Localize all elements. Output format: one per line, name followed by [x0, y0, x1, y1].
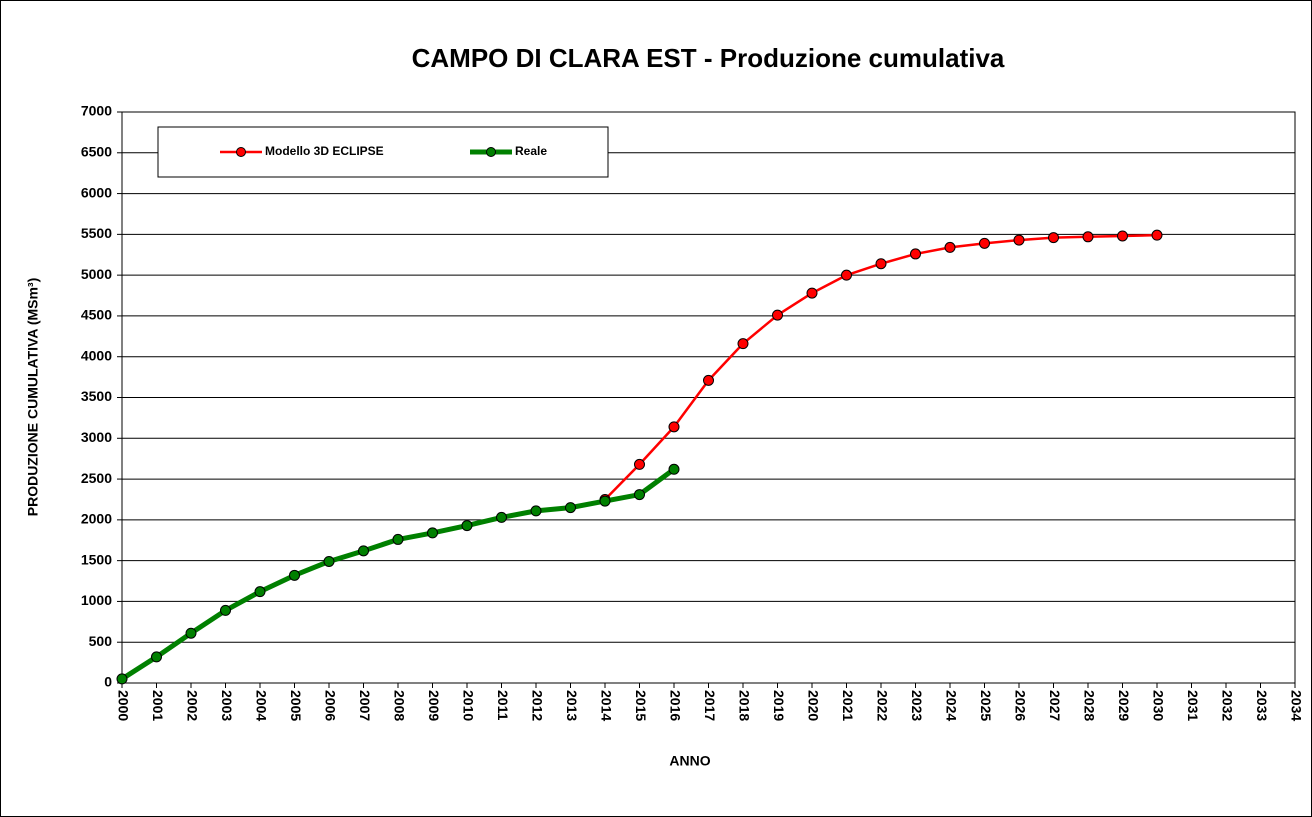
- data-point: [565, 502, 576, 514]
- data-point: [1013, 234, 1025, 246]
- x-tick-label: 2015: [633, 690, 649, 721]
- data-point: [530, 505, 542, 517]
- data-point: [772, 309, 783, 321]
- x-tick-label: 2016: [667, 690, 683, 721]
- legend-marker: [486, 147, 496, 157]
- x-tick-label: 2008: [391, 690, 407, 721]
- data-point: [151, 651, 162, 663]
- y-tick-label: 1500: [81, 551, 112, 567]
- y-tick-label: 1000: [81, 592, 112, 608]
- x-tick-label: 2013: [564, 690, 580, 721]
- data-point: [737, 338, 749, 350]
- legend-marker: [236, 147, 246, 157]
- y-tick-label: 7000: [81, 103, 112, 119]
- y-tick-label: 500: [89, 633, 113, 649]
- x-tick-label: 2012: [529, 690, 545, 721]
- legend-label: Modello 3D ECLIPSE: [265, 144, 384, 158]
- data-point: [289, 569, 300, 581]
- x-tick-label: 2017: [702, 690, 718, 721]
- x-tick-label: 2004: [253, 690, 269, 721]
- y-tick-label: 5000: [81, 266, 112, 282]
- x-tick-label: 2000: [115, 690, 131, 721]
- data-point: [1082, 231, 1094, 243]
- data-point: [116, 673, 128, 685]
- x-tick-label: 2032: [1219, 690, 1235, 721]
- x-tick-label: 2020: [805, 690, 821, 721]
- x-tick-label: 2009: [426, 690, 442, 721]
- y-tick-label: 3000: [81, 429, 112, 445]
- data-point: [875, 258, 887, 270]
- data-point: [806, 287, 818, 299]
- data-point: [254, 586, 266, 598]
- y-tick-label: 4500: [81, 307, 112, 323]
- data-point: [427, 527, 438, 539]
- x-tick-label: 2010: [460, 690, 476, 721]
- y-tick-label: 4000: [81, 347, 112, 363]
- x-tick-label: 2005: [288, 690, 304, 721]
- data-point: [668, 463, 680, 475]
- y-tick-label: 3500: [81, 388, 112, 404]
- x-tick-label: 2024: [943, 690, 959, 721]
- x-tick-label: 2031: [1185, 690, 1201, 721]
- data-point: [220, 604, 231, 616]
- data-point: [358, 545, 369, 557]
- y-tick-label: 6500: [81, 143, 112, 159]
- x-tick-label: 2022: [874, 690, 890, 721]
- x-tick-label: 2002: [184, 690, 200, 721]
- data-point: [634, 458, 645, 470]
- x-tick-label: 2025: [978, 690, 994, 721]
- x-tick-label: 2026: [1012, 690, 1028, 721]
- data-point: [703, 374, 714, 386]
- data-point: [1048, 232, 1059, 244]
- legend-label: Reale: [515, 144, 547, 158]
- x-tick-label: 2007: [357, 690, 373, 721]
- data-point: [1117, 230, 1128, 242]
- data-point: [634, 489, 645, 501]
- y-tick-label: 6000: [81, 184, 112, 200]
- x-tick-label: 2001: [150, 690, 166, 721]
- x-tick-label: 2029: [1116, 690, 1132, 721]
- data-point: [910, 248, 921, 260]
- y-tick-label: 2000: [81, 511, 112, 527]
- data-point: [944, 241, 956, 253]
- data-point: [496, 511, 507, 523]
- x-tick-label: 2018: [736, 690, 752, 721]
- x-tick-label: 2006: [322, 690, 338, 721]
- data-point: [668, 421, 680, 433]
- data-point: [461, 520, 473, 532]
- chart-title: CAMPO DI CLARA EST - Produzione cumulati…: [412, 43, 1005, 73]
- data-point: [185, 627, 197, 639]
- data-point: [841, 269, 852, 281]
- x-tick-label: 2028: [1081, 690, 1097, 721]
- data-point: [599, 495, 611, 507]
- x-axis-label: ANNO: [669, 753, 710, 769]
- x-tick-label: 2019: [771, 690, 787, 721]
- x-tick-label: 2033: [1254, 690, 1270, 721]
- y-tick-label: 5500: [81, 225, 112, 241]
- y-tick-label: 2500: [81, 470, 112, 486]
- data-point: [1151, 229, 1163, 241]
- x-tick-label: 2011: [495, 690, 511, 721]
- data-point: [392, 533, 404, 545]
- x-tick-label: 2027: [1047, 690, 1063, 721]
- x-tick-label: 2003: [219, 690, 235, 721]
- x-tick-label: 2034: [1288, 690, 1304, 721]
- y-axis-label: PRODUZIONE CUMULATIVA (MSm³): [25, 278, 41, 517]
- data-point: [979, 237, 990, 249]
- x-tick-label: 2030: [1150, 690, 1166, 721]
- x-tick-label: 2023: [909, 690, 925, 721]
- data-point: [323, 555, 335, 567]
- y-tick-label: 0: [104, 674, 112, 690]
- x-tick-label: 2021: [840, 690, 856, 721]
- x-tick-label: 2014: [598, 690, 614, 721]
